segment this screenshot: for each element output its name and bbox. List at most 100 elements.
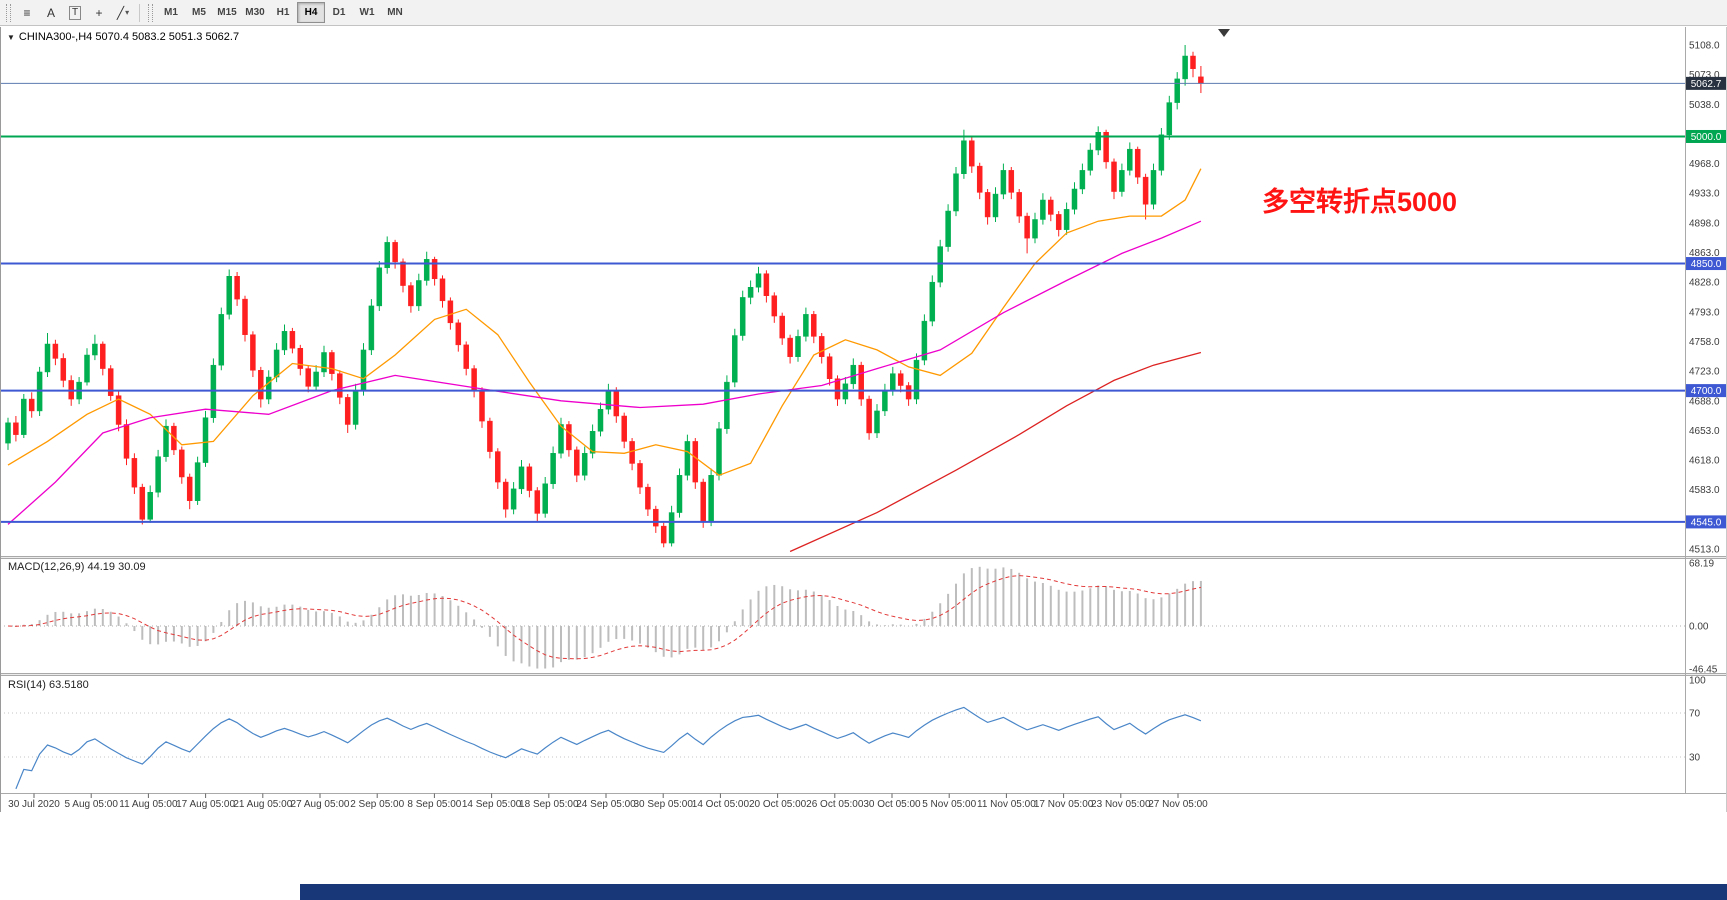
svg-text:18 Sep 05:00: 18 Sep 05:00 [519, 799, 579, 810]
chart-canvas[interactable]: 5108.0 5073.0 5038.0 4968.0 4933.0 4898.0 4863… [0, 0, 1727, 812]
macd-signal-value: 30.09 [118, 561, 146, 573]
pane-separators [0, 27, 1727, 812]
timeframe-drag-handle[interactable] [148, 3, 153, 22]
svg-text:14 Sep 05:00: 14 Sep 05:00 [462, 799, 522, 810]
svg-text:30 Sep 05:00: 30 Sep 05:00 [633, 799, 693, 810]
svg-text:4513.0: 4513.0 [1689, 545, 1720, 556]
timeframe-button-mn[interactable]: MN [387, 7, 403, 18]
ma-slow-red-line [789, 351, 1202, 553]
svg-text:4688.0: 4688.0 [1689, 396, 1720, 407]
macd-name: MACD(12,26,9) [8, 561, 85, 573]
crosshair-tool[interactable]: + [95, 5, 103, 20]
svg-text:4793.0: 4793.0 [1689, 307, 1720, 318]
ma-fast-orange-line [7, 168, 1202, 477]
svg-text:0.00: 0.00 [1689, 622, 1709, 633]
axis-badge-5000.0: 5000.0 [1686, 129, 1726, 143]
svg-text:4700.0: 4700.0 [1691, 386, 1722, 397]
svg-text:4968.0: 4968.0 [1689, 159, 1720, 170]
chart-title: ▼ CHINA300-,H4 5070.4 5083.2 5051.3 5062.… [7, 31, 239, 43]
svg-text:30 Oct 05:00: 30 Oct 05:00 [863, 799, 921, 810]
svg-text:5 Nov 05:00: 5 Nov 05:00 [922, 799, 976, 810]
svg-text:24 Sep 05:00: 24 Sep 05:00 [576, 799, 636, 810]
rsi-name: RSI(14) [8, 679, 46, 691]
timeframe-button-m30[interactable]: M30 [245, 7, 265, 18]
line-tools-dropdown[interactable]: ╱ ▾ [116, 5, 130, 20]
macd-main-value: 44.19 [87, 561, 116, 573]
svg-text:8 Sep 05:00: 8 Sep 05:00 [407, 799, 461, 810]
indicator-level-lines [0, 625, 1685, 758]
svg-text:2 Sep 05:00: 2 Sep 05:00 [350, 799, 404, 810]
svg-text:68.19: 68.19 [1689, 558, 1714, 569]
svg-text:4583.0: 4583.0 [1689, 485, 1720, 496]
svg-text:14 Oct 05:00: 14 Oct 05:00 [692, 799, 750, 810]
candles-layer [5, 45, 1204, 548]
text-tool[interactable]: A [46, 5, 55, 20]
svg-text:4850.0: 4850.0 [1691, 259, 1722, 270]
svg-text:17 Aug 05:00: 17 Aug 05:00 [176, 799, 235, 810]
svg-text:4898.0: 4898.0 [1689, 218, 1720, 229]
axis-badge-4545.0: 4545.0 [1686, 515, 1726, 529]
axis-badge-4850.0: 4850.0 [1686, 257, 1726, 271]
svg-text:20 Oct 05:00: 20 Oct 05:00 [749, 799, 807, 810]
chart-annotation: 多空转折点5000 [1262, 187, 1458, 217]
svg-text:4758.0: 4758.0 [1689, 337, 1720, 348]
chevron-down-icon: ▾ [125, 8, 130, 17]
svg-text:30: 30 [1689, 753, 1701, 764]
timeframe-button-m15[interactable]: M15 [217, 7, 237, 18]
svg-text:5108.0: 5108.0 [1689, 41, 1720, 52]
toolbar-tools: ≡ A T + ╱ ▾ [15, 2, 135, 24]
indicator-list-icon[interactable]: ≡ [23, 5, 31, 20]
svg-text:27 Aug 05:00: 27 Aug 05:00 [291, 799, 350, 810]
ma-medium-magenta-line [7, 220, 1202, 525]
svg-text:70: 70 [1689, 709, 1701, 720]
toolbar-separator [139, 3, 140, 22]
toolbar: ≡ A T + ╱ ▾ M1 M5 M15 M30 H1 H4 D1 W1 MN [0, 0, 1727, 26]
timeframe-button-m5[interactable]: M5 [192, 7, 206, 18]
rsi-line [15, 706, 1202, 790]
macd-axis[interactable]: 68.19 0.00 -46.45 [1689, 558, 1718, 675]
timeframe-button-d1[interactable]: D1 [332, 7, 346, 18]
svg-text:11 Nov 05:00: 11 Nov 05:00 [977, 799, 1036, 810]
timeframe-button-m1[interactable]: M1 [164, 7, 178, 18]
chart-title-text: CHINA300-,H4 5070.4 5083.2 5051.3 5062.7 [18, 31, 240, 43]
label-tool[interactable]: T [64, 2, 86, 24]
svg-text:21 Aug 05:00: 21 Aug 05:00 [233, 799, 292, 810]
svg-text:5062.7: 5062.7 [1691, 79, 1722, 90]
timeframe-button-w1[interactable]: W1 [359, 7, 375, 18]
svg-text:4653.0: 4653.0 [1689, 426, 1720, 437]
bottom-window-edge [300, 884, 1727, 900]
timeframe-button-h1[interactable]: H1 [276, 7, 290, 18]
timeframe-toolbar: M1 M5 M15 M30 H1 H4 D1 W1 MN [157, 2, 409, 23]
chart-shift-marker-icon [1218, 29, 1230, 37]
svg-text:4828.0: 4828.0 [1689, 278, 1720, 289]
svg-text:5073.0: 5073.0 [1689, 70, 1720, 81]
svg-text:-46.45: -46.45 [1689, 664, 1718, 675]
rsi-value: 63.5180 [48, 679, 89, 691]
svg-text:4933.0: 4933.0 [1689, 189, 1720, 200]
svg-text:4545.0: 4545.0 [1691, 517, 1722, 528]
svg-text:11 Aug 05:00: 11 Aug 05:00 [119, 799, 178, 810]
collapse-arrow-icon[interactable]: ▼ [7, 33, 15, 42]
macd-histogram [14, 566, 1202, 669]
rsi-axis[interactable]: 100 70 30 [1689, 676, 1706, 764]
price-axis[interactable]: 5108.0 5073.0 5038.0 4968.0 4933.0 4898.0 4863… [1689, 41, 1720, 556]
svg-text:26 Oct 05:00: 26 Oct 05:00 [806, 799, 864, 810]
toolbar-drag-handle[interactable] [6, 3, 11, 22]
svg-text:5038.0: 5038.0 [1689, 100, 1720, 111]
svg-text:23 Nov 05:00: 23 Nov 05:00 [1091, 799, 1151, 810]
macd-signal-line [7, 575, 1201, 660]
svg-text:27 Nov 05:00: 27 Nov 05:00 [1148, 799, 1208, 810]
timeframe-button-h4[interactable]: H4 [297, 2, 325, 23]
macd-label: MACD(12,26,9) 44.19 30.09 [8, 561, 146, 573]
axis-badge-4700.0: 4700.0 [1686, 384, 1726, 398]
svg-text:5000.0: 5000.0 [1691, 132, 1722, 143]
svg-text:100: 100 [1689, 676, 1706, 687]
svg-text:4863.0: 4863.0 [1689, 248, 1720, 259]
axis-badge-5062.7: 5062.7 [1686, 76, 1726, 90]
svg-text:4723.0: 4723.0 [1689, 367, 1720, 378]
svg-text:5 Aug 05:00: 5 Aug 05:00 [65, 799, 119, 810]
rsi-label: RSI(14) 63.5180 [8, 679, 89, 691]
svg-text:30 Jul 2020: 30 Jul 2020 [8, 799, 60, 810]
